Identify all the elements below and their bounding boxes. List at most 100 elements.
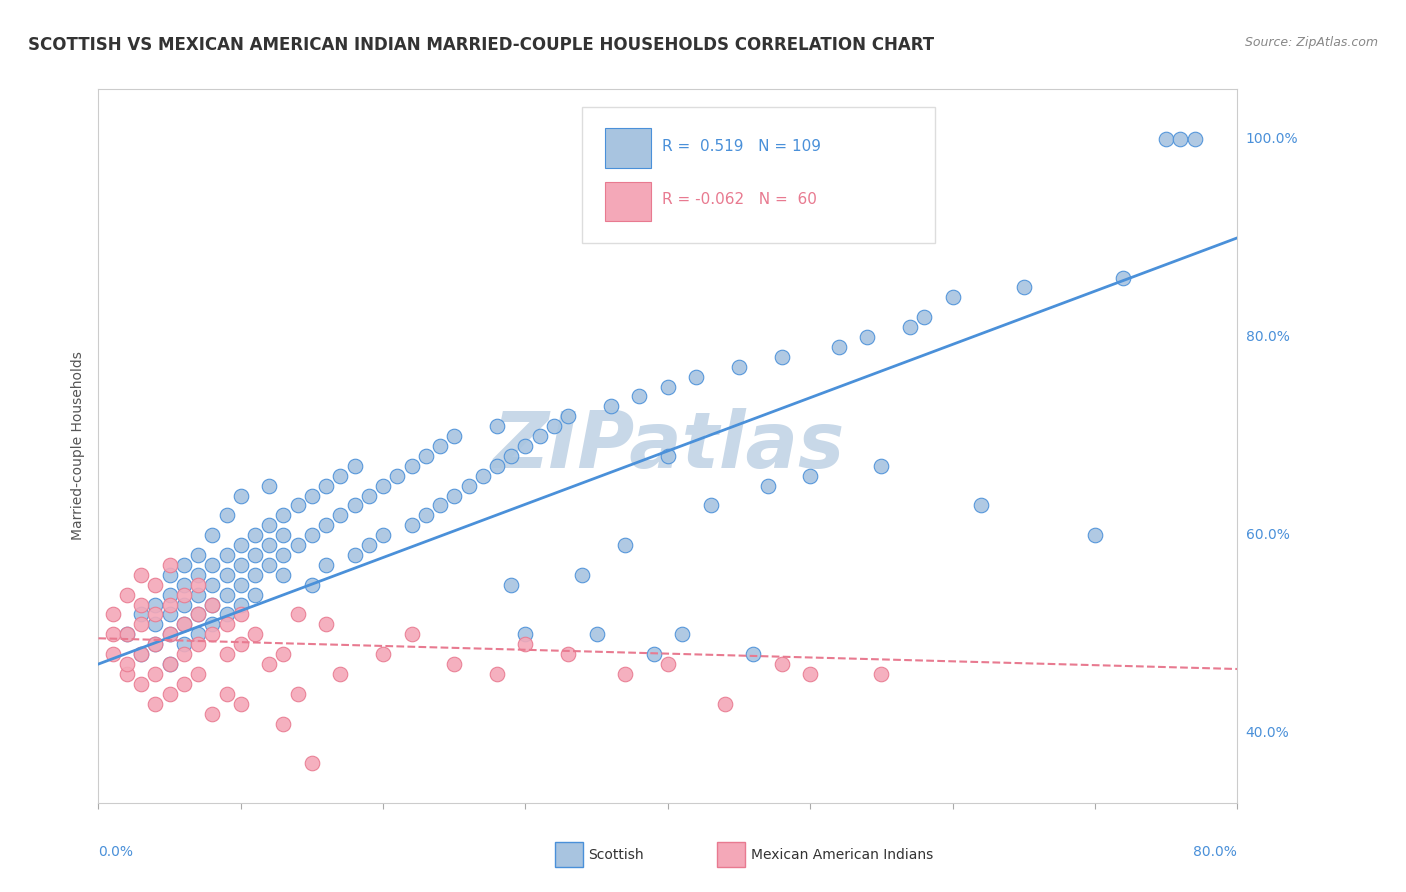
Point — [201, 706, 224, 721]
Point — [215, 548, 238, 562]
Point — [273, 716, 295, 731]
Point — [187, 637, 209, 651]
Point — [187, 567, 209, 582]
Point — [429, 499, 451, 513]
Point — [643, 647, 665, 661]
Point — [129, 647, 152, 661]
Point — [657, 657, 679, 671]
Point — [259, 657, 281, 671]
Point — [115, 657, 138, 671]
Point — [401, 458, 423, 473]
Point — [243, 567, 266, 582]
Point — [215, 617, 238, 632]
Point — [229, 558, 252, 572]
Point — [215, 567, 238, 582]
Point — [229, 607, 252, 622]
Point — [273, 528, 295, 542]
Point — [1170, 132, 1192, 146]
Point — [201, 627, 224, 641]
Point — [173, 598, 195, 612]
Point — [329, 667, 352, 681]
Text: 40.0%: 40.0% — [1246, 726, 1289, 740]
Point — [799, 667, 821, 681]
Point — [173, 647, 195, 661]
Point — [145, 578, 167, 592]
Point — [443, 657, 465, 671]
Point — [486, 667, 509, 681]
Point — [273, 567, 295, 582]
Point — [770, 350, 793, 364]
Point — [215, 687, 238, 701]
Point — [243, 627, 266, 641]
Point — [229, 578, 252, 592]
Point — [557, 647, 579, 661]
Point — [828, 340, 851, 354]
Point — [129, 647, 152, 661]
Point — [1084, 528, 1107, 542]
Point — [329, 468, 352, 483]
Point — [201, 528, 224, 542]
Point — [159, 598, 181, 612]
Y-axis label: Married-couple Households: Married-couple Households — [70, 351, 84, 541]
Point — [187, 627, 209, 641]
Point — [187, 588, 209, 602]
Point — [600, 400, 623, 414]
Point — [229, 489, 252, 503]
Point — [515, 627, 537, 641]
Point — [373, 647, 395, 661]
Point — [201, 598, 224, 612]
Point — [187, 607, 209, 622]
Text: Source: ZipAtlas.com: Source: ZipAtlas.com — [1244, 36, 1378, 49]
Point — [173, 617, 195, 632]
Point — [229, 637, 252, 651]
Point — [373, 528, 395, 542]
Point — [159, 687, 181, 701]
Point — [671, 627, 693, 641]
Point — [101, 647, 124, 661]
Point — [215, 607, 238, 622]
Text: R = -0.062   N =  60: R = -0.062 N = 60 — [662, 193, 817, 207]
Point — [259, 478, 281, 492]
Point — [443, 489, 465, 503]
Point — [201, 558, 224, 572]
Point — [315, 558, 337, 572]
Text: SCOTTISH VS MEXICAN AMERICAN INDIAN MARRIED-COUPLE HOUSEHOLDS CORRELATION CHART: SCOTTISH VS MEXICAN AMERICAN INDIAN MARR… — [28, 36, 934, 54]
Point — [1112, 270, 1135, 285]
Point — [529, 429, 551, 443]
Point — [229, 598, 252, 612]
Point — [129, 607, 152, 622]
Text: 0.0%: 0.0% — [98, 845, 134, 859]
Point — [742, 647, 765, 661]
Point — [145, 637, 167, 651]
Point — [159, 627, 181, 641]
Point — [115, 667, 138, 681]
Point — [315, 617, 337, 632]
Point — [229, 697, 252, 711]
Point — [215, 508, 238, 523]
Bar — [605, 182, 651, 221]
Point — [187, 607, 209, 622]
Point — [443, 429, 465, 443]
Point — [287, 538, 309, 552]
Point — [129, 617, 152, 632]
Point — [259, 518, 281, 533]
Point — [657, 449, 679, 463]
Point — [343, 499, 366, 513]
Point — [614, 538, 637, 552]
Text: 60.0%: 60.0% — [1246, 528, 1289, 542]
Point — [145, 607, 167, 622]
Point — [129, 677, 152, 691]
Point — [287, 607, 309, 622]
Point — [173, 617, 195, 632]
Point — [898, 320, 921, 334]
Point — [343, 458, 366, 473]
Point — [243, 588, 266, 602]
Point — [201, 617, 224, 632]
Point — [343, 548, 366, 562]
Point — [187, 667, 209, 681]
Point — [657, 379, 679, 393]
Point — [145, 667, 167, 681]
Point — [301, 756, 323, 771]
Point — [714, 697, 737, 711]
Point — [571, 567, 593, 582]
